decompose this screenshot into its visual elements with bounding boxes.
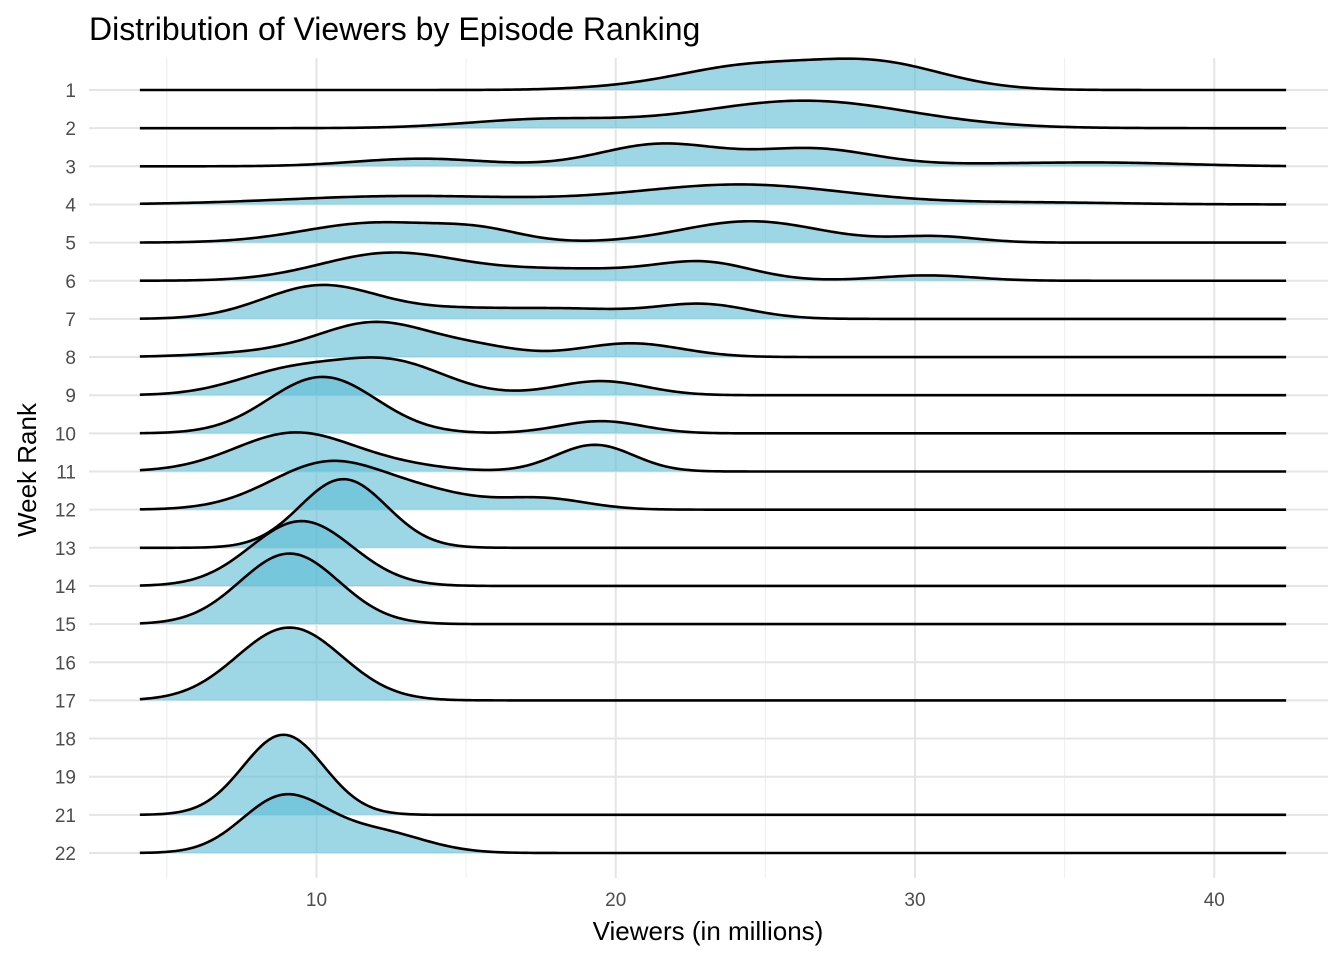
- ridge-line-week-15: [139, 552, 1287, 626]
- ridge-fill-week-15: [139, 553, 1287, 625]
- ridge-week-17: [139, 626, 1287, 702]
- ridge-line-week-10: [139, 375, 1287, 435]
- y-tick-label-7: 7: [65, 310, 76, 331]
- ridge-fill-week-1: [139, 58, 1287, 90]
- x-axis-title: Viewers (in millions): [593, 916, 824, 946]
- ridge-week-5: [139, 219, 1287, 244]
- y-tick-label-11: 11: [56, 463, 76, 484]
- chart-title: Distribution of Viewers by Episode Ranki…: [89, 11, 700, 47]
- ridge-week-1: [139, 57, 1287, 92]
- ridge-fill-week-22: [139, 794, 1287, 853]
- x-tick-label-20: 20: [605, 890, 626, 911]
- ridge-line-week-17: [139, 626, 1287, 702]
- y-tick-label-8: 8: [65, 348, 76, 369]
- ridge-week-10: [139, 375, 1287, 435]
- ridge-line-week-21: [139, 733, 1287, 817]
- ridge-week-22: [139, 792, 1287, 855]
- ridge-line-week-12: [139, 459, 1287, 511]
- y-tick-label-10: 10: [55, 424, 76, 445]
- ridge-line-week-3: [139, 142, 1287, 168]
- ridges: [139, 57, 1287, 855]
- y-tick-label-5: 5: [65, 234, 76, 255]
- ridge-line-week-9: [139, 356, 1287, 397]
- y-tick-label-13: 13: [55, 539, 76, 560]
- y-axis-title: Week Rank: [12, 402, 42, 537]
- y-tick-label-12: 12: [55, 501, 76, 522]
- y-tick-label-6: 6: [65, 272, 76, 293]
- ridge-week-12: [139, 459, 1287, 511]
- ridge-line-week-7: [139, 283, 1287, 321]
- ridge-week-3: [139, 142, 1287, 168]
- x-tick-label-10: 10: [306, 890, 327, 911]
- ridge-fill-week-10: [139, 376, 1287, 434]
- y-tick-label-18: 18: [55, 730, 76, 751]
- ridge-line-week-11: [139, 431, 1287, 473]
- ridge-fill-week-11: [139, 432, 1287, 472]
- ridge-week-8: [139, 320, 1287, 359]
- y-tick-label-3: 3: [65, 157, 76, 178]
- ridge-week-7: [139, 283, 1287, 321]
- ridge-fill-week-21: [139, 734, 1287, 815]
- y-tick-label-4: 4: [65, 195, 76, 216]
- y-tick-label-22: 22: [55, 844, 76, 865]
- ridge-week-2: [139, 99, 1287, 130]
- ridge-week-9: [139, 356, 1287, 397]
- ridge-line-week-8: [139, 320, 1287, 359]
- y-tick-label-17: 17: [55, 691, 76, 712]
- ridge-week-13: [139, 477, 1287, 550]
- x-tick-label-30: 30: [904, 890, 925, 911]
- ridge-fill-week-9: [139, 357, 1287, 396]
- ridge-fill-week-3: [139, 143, 1287, 167]
- ridge-fill-week-12: [139, 460, 1287, 510]
- x-tick-labels: 10 20 30 40: [306, 890, 1225, 911]
- y-tick-label-15: 15: [55, 615, 76, 636]
- ridge-week-15: [139, 552, 1287, 626]
- ridge-line-week-2: [139, 99, 1287, 130]
- y-tick-label-14: 14: [55, 577, 77, 598]
- ridge-line-week-6: [139, 251, 1287, 283]
- ridge-week-4: [139, 183, 1287, 206]
- ridge-line-week-14: [139, 519, 1287, 588]
- ridge-fill-week-2: [139, 100, 1287, 129]
- ridge-line-week-13: [139, 477, 1287, 550]
- ridge-week-21: [139, 733, 1287, 817]
- ridge-line-week-4: [139, 183, 1287, 206]
- x-tick-label-40: 40: [1204, 890, 1225, 911]
- y-tick-label-16: 16: [55, 653, 76, 674]
- ridge-fill-week-7: [139, 284, 1287, 319]
- y-tick-label-19: 19: [55, 768, 76, 789]
- ridge-line-week-5: [139, 219, 1287, 244]
- ridge-week-11: [139, 431, 1287, 473]
- ridge-fill-week-4: [139, 184, 1287, 205]
- ridge-fill-week-17: [139, 627, 1287, 701]
- ridge-line-week-22: [139, 792, 1287, 855]
- ridge-line-week-1: [139, 57, 1287, 92]
- ridge-fill-week-5: [139, 221, 1287, 243]
- ridge-fill-week-6: [139, 252, 1287, 281]
- y-tick-label-9: 9: [65, 386, 76, 407]
- y-tick-label-1: 1: [65, 81, 76, 102]
- ridge-fill-week-13: [139, 479, 1287, 548]
- y-tick-label-21: 21: [55, 806, 76, 827]
- y-tick-label-2: 2: [65, 119, 76, 140]
- ridge-week-6: [139, 251, 1287, 283]
